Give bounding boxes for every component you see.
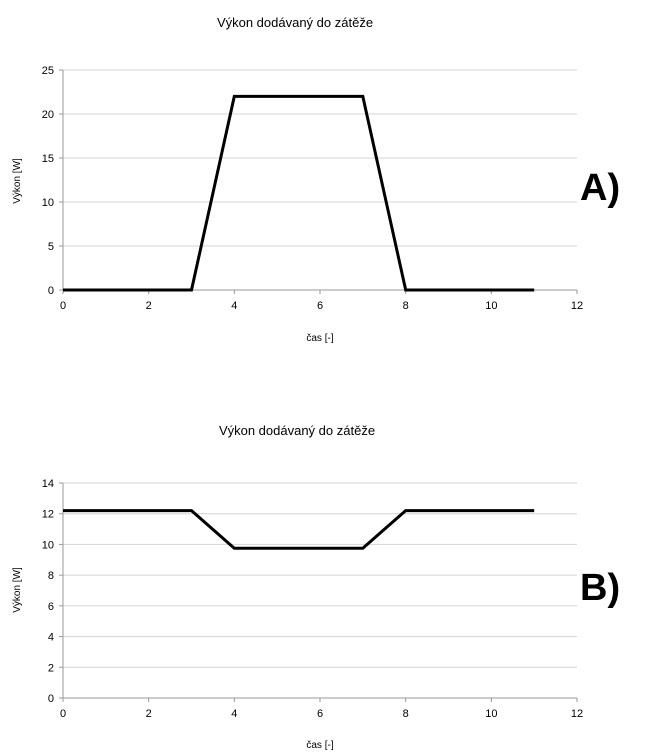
x-tick-label: 6 <box>317 300 323 312</box>
chart-a-plot <box>63 94 535 292</box>
x-tick-label: 6 <box>317 708 323 720</box>
chart-a-gridlines <box>63 69 577 247</box>
x-tick-label: 12 <box>571 708 583 720</box>
y-tick-label: 0 <box>48 693 54 705</box>
chart-b-plot <box>63 509 535 550</box>
chart-a-panel-label: A) <box>580 167 620 209</box>
x-tick-label: 2 <box>146 708 152 720</box>
x-tick-label: 4 <box>231 300 237 312</box>
chart-b: Výkon dodávaný do zátěže 0 2 4 6 8 10 12 14 0 2 4 6… <box>12 423 620 751</box>
x-tick-label: 12 <box>571 300 583 312</box>
chart-b-panel-label: B) <box>580 567 620 609</box>
y-tick-label: 10 <box>42 539 54 551</box>
chart-b-xlabel: čas [-] <box>306 740 333 751</box>
x-tick-label: 8 <box>403 708 409 720</box>
chart-a-xlabel: čas [-] <box>306 333 333 344</box>
y-tick-label: 0 <box>48 285 54 297</box>
x-tick-label: 2 <box>146 300 152 312</box>
y-tick-label: 6 <box>48 601 54 613</box>
y-tick-label: 14 <box>42 478 54 490</box>
y-tick-label: 20 <box>42 109 54 121</box>
y-tick-label: 10 <box>42 197 54 209</box>
y-tick-label: 2 <box>48 662 54 674</box>
y-tick-label: 15 <box>42 153 54 165</box>
x-tick-label: 10 <box>485 300 497 312</box>
chart-a-ylabel: Výkon [W] <box>12 158 23 204</box>
x-tick-label: 8 <box>403 300 409 312</box>
y-tick-label: 8 <box>48 570 54 582</box>
x-tick-label: 10 <box>485 708 497 720</box>
chart-b-gridlines <box>63 482 577 668</box>
chart-b-ylabel: Výkon [W] <box>12 567 23 613</box>
chart-a-ticks: 0 5 10 15 20 25 0 2 4 6 8 10 12 <box>42 65 583 312</box>
chart-b-ticks: 0 2 4 6 8 10 12 14 0 2 4 6 8 10 12 <box>42 478 583 720</box>
series-line <box>63 94 535 292</box>
y-tick-label: 12 <box>42 509 54 521</box>
x-tick-label: 4 <box>231 708 237 720</box>
chart-a: Výkon dodávaný do zátěže 0 5 10 15 20 25 0 2 4 6 8… <box>12 15 620 344</box>
chart-b-axes <box>62 483 578 702</box>
series-line <box>63 509 535 550</box>
x-tick-label: 0 <box>60 300 66 312</box>
chart-b-title: Výkon dodávaný do zátěže <box>219 423 375 438</box>
chart-a-axes <box>62 70 578 294</box>
y-tick-label: 4 <box>48 632 54 644</box>
y-tick-label: 5 <box>48 241 54 253</box>
chart-a-title: Výkon dodávaný do zátěže <box>217 15 373 30</box>
x-tick-label: 0 <box>60 708 66 720</box>
y-tick-label: 25 <box>42 65 54 77</box>
